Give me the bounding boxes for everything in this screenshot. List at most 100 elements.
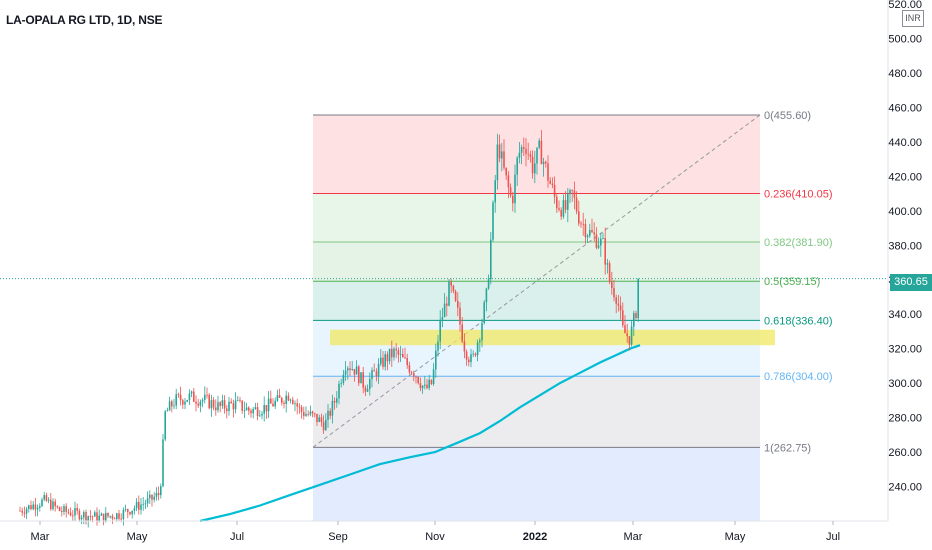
candle-body	[520, 147, 523, 153]
candle	[613, 279, 615, 302]
candle	[87, 515, 89, 528]
candle-body	[272, 403, 274, 407]
candle-body	[428, 379, 430, 389]
candle-body	[626, 333, 628, 337]
candle-body	[448, 281, 450, 306]
candle-body	[501, 151, 503, 159]
candle-body	[274, 400, 276, 407]
candle	[501, 142, 503, 172]
candle-body	[333, 400, 336, 403]
candle-body	[175, 394, 177, 406]
candle-body	[369, 379, 371, 390]
candle	[553, 176, 556, 204]
candle	[344, 361, 347, 381]
candle-body	[360, 372, 362, 384]
candle	[259, 409, 261, 417]
candle-body	[188, 393, 191, 401]
candle	[437, 334, 439, 357]
candle-body	[232, 403, 235, 410]
candle	[186, 399, 188, 403]
price-tick-label: 320.00	[888, 344, 922, 356]
candle	[149, 490, 151, 505]
time-tick-label: Nov	[425, 531, 445, 543]
candle-body	[248, 407, 250, 411]
candle-body	[446, 303, 448, 306]
candle	[54, 498, 56, 512]
candle-body	[582, 223, 584, 225]
candle	[358, 364, 360, 386]
candle	[30, 500, 32, 511]
candle	[215, 399, 217, 416]
candle	[212, 396, 215, 411]
candle-body	[397, 350, 400, 355]
candle-body	[406, 358, 408, 366]
candle	[36, 504, 39, 517]
candle	[637, 278, 639, 322]
candle	[118, 509, 120, 522]
candle	[184, 398, 186, 410]
candle-body	[399, 353, 402, 355]
candle-body	[545, 161, 547, 164]
candle	[635, 310, 637, 320]
candle	[551, 177, 554, 189]
candle	[96, 507, 98, 526]
candle-body	[630, 326, 633, 345]
price-axis[interactable]: 240.00260.00280.00300.00320.00340.00360.…	[887, 0, 922, 521]
candle-body	[118, 513, 120, 519]
candle	[329, 408, 331, 420]
candle-body	[72, 515, 74, 517]
candle-body	[329, 410, 331, 416]
candle	[206, 387, 208, 399]
candle	[380, 348, 382, 367]
candle-body	[402, 353, 404, 358]
candle-body	[461, 324, 463, 342]
candle-body	[96, 512, 98, 521]
candle	[527, 142, 529, 160]
candle	[630, 320, 633, 347]
candle-body	[298, 406, 301, 408]
candle-body	[483, 302, 485, 323]
candle-body	[419, 383, 422, 389]
candle	[179, 386, 182, 406]
candle	[472, 350, 474, 358]
candle	[314, 412, 316, 418]
candle	[604, 227, 606, 275]
candle	[65, 503, 67, 518]
price-tick-label: 340.00	[888, 309, 922, 321]
candle	[611, 272, 613, 295]
candle-body	[344, 370, 347, 375]
time-tick-label: Jul	[826, 531, 840, 543]
currency-button[interactable]: INR	[902, 10, 924, 27]
candle	[373, 363, 375, 372]
candle-body	[485, 288, 488, 303]
candle	[98, 509, 100, 523]
candle-body	[496, 144, 499, 181]
candle	[617, 294, 620, 312]
candle-body	[384, 354, 386, 367]
candle-body	[100, 513, 103, 516]
time-axis[interactable]: Mar May Jul Sep Nov 2022 Mar May Jul	[0, 520, 888, 543]
candle	[538, 138, 540, 150]
candle-body	[157, 492, 160, 496]
candle	[254, 402, 257, 410]
candle-body	[318, 417, 320, 422]
candle-body	[454, 291, 457, 301]
candle	[50, 493, 52, 511]
candle-body	[199, 401, 202, 406]
candle	[507, 171, 510, 199]
candle	[296, 398, 298, 415]
candle-body	[380, 357, 382, 364]
candle	[245, 402, 248, 411]
candle-body	[575, 197, 578, 212]
candle	[283, 400, 285, 409]
candle	[263, 396, 265, 422]
candle-body	[219, 402, 221, 407]
candle-body	[437, 341, 439, 351]
price-tick-label: 460.00	[888, 102, 922, 114]
candle-body	[149, 494, 151, 499]
candle	[252, 407, 254, 419]
candle-body	[322, 422, 325, 431]
candle	[278, 388, 281, 399]
price-tick-label: 500.00	[888, 33, 922, 45]
